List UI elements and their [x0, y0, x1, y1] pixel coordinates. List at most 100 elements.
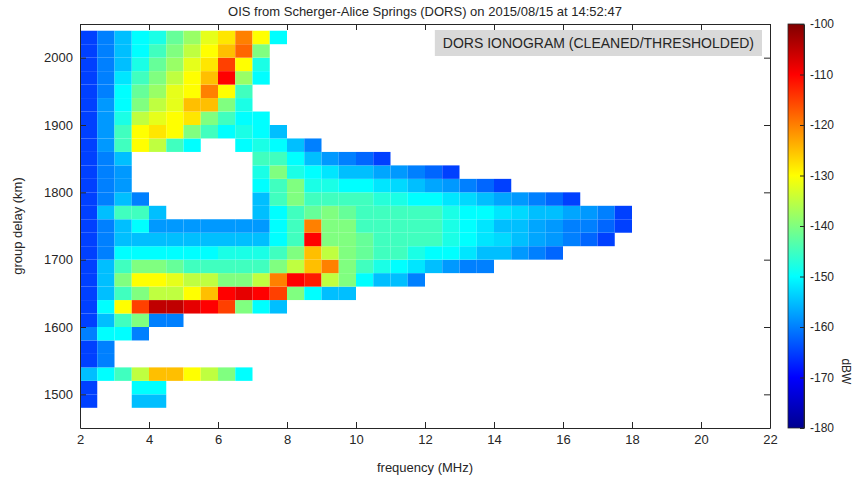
cell — [80, 287, 97, 300]
tick: 4 — [146, 422, 153, 447]
tick: 1700 — [44, 252, 86, 267]
cell — [494, 192, 511, 205]
tick — [764, 260, 770, 261]
cell — [322, 219, 339, 232]
cell — [115, 206, 132, 219]
cell — [132, 246, 149, 259]
cell — [132, 125, 149, 138]
cell — [97, 246, 114, 259]
tick-label: -150 — [810, 270, 834, 284]
tick-label: 1700 — [44, 252, 73, 267]
cell — [408, 260, 425, 273]
tick-label: -120 — [810, 118, 834, 132]
tick: 1500 — [44, 387, 86, 402]
cell — [149, 98, 166, 111]
y-axis-right-line — [770, 25, 771, 429]
annotation: DORS IONOGRAM (CLEANED/THRESHOLDED) — [435, 30, 762, 56]
tick-mark — [800, 176, 804, 177]
cell — [287, 219, 304, 232]
cell — [184, 367, 201, 380]
tick-mark — [800, 428, 804, 429]
cell — [304, 179, 321, 192]
tick-mark — [287, 422, 288, 428]
cell — [201, 287, 218, 300]
cell — [166, 112, 183, 125]
cell — [166, 273, 183, 286]
cell — [408, 206, 425, 219]
tick — [563, 24, 564, 30]
cell — [356, 233, 373, 246]
tick-label: 16 — [556, 432, 570, 447]
cell — [235, 300, 252, 313]
cell — [80, 381, 97, 394]
cell — [132, 138, 149, 151]
cell — [115, 219, 132, 232]
cell — [132, 58, 149, 71]
tick-label: 1600 — [44, 320, 73, 335]
tick: 1900 — [44, 118, 86, 133]
tick-mark — [494, 24, 495, 30]
x-axis: 246810121416182022 — [77, 422, 778, 447]
cell — [80, 394, 97, 407]
cell — [339, 219, 356, 232]
cell — [80, 354, 97, 367]
cell — [132, 31, 149, 44]
cell — [218, 273, 235, 286]
cell — [235, 58, 252, 71]
cell — [166, 219, 183, 232]
cell — [184, 85, 201, 98]
cell — [304, 192, 321, 205]
cell — [166, 125, 183, 138]
cell — [373, 206, 390, 219]
cell — [391, 165, 408, 178]
cell — [184, 260, 201, 273]
tick-mark — [632, 422, 633, 428]
cell — [149, 381, 166, 394]
tick-label: 8 — [284, 432, 291, 447]
cell — [373, 246, 390, 259]
cell — [166, 367, 183, 380]
cell — [132, 300, 149, 313]
tick-mark — [764, 327, 770, 328]
cell — [80, 219, 97, 232]
tick: 20 — [694, 422, 708, 447]
cell — [97, 31, 114, 44]
cell — [270, 206, 287, 219]
tick-label: 12 — [418, 432, 432, 447]
cell — [149, 367, 166, 380]
cell — [218, 287, 235, 300]
cell — [253, 112, 270, 125]
cell — [425, 192, 442, 205]
title: OIS from Scherger-Alice Springs (DORS) o… — [228, 4, 622, 19]
cell — [115, 246, 132, 259]
cell — [253, 260, 270, 273]
cell — [391, 179, 408, 192]
cell — [356, 179, 373, 192]
cell — [97, 273, 114, 286]
tick-label: -140 — [810, 219, 834, 233]
cell — [529, 233, 546, 246]
cell — [115, 58, 132, 71]
cell — [373, 179, 390, 192]
cell — [598, 219, 615, 232]
cell — [149, 314, 166, 327]
cell — [356, 192, 373, 205]
tick-mark — [425, 24, 426, 30]
cell — [149, 138, 166, 151]
tick-mark — [800, 125, 804, 126]
tick-mark — [632, 24, 633, 30]
cell — [494, 206, 511, 219]
cell — [339, 152, 356, 165]
cell — [235, 44, 252, 57]
cell — [115, 112, 132, 125]
tick-mark — [149, 422, 150, 428]
cell — [270, 152, 287, 165]
cell — [356, 246, 373, 259]
cell — [218, 367, 235, 380]
cell — [218, 98, 235, 111]
cell — [235, 246, 252, 259]
cell — [304, 246, 321, 259]
cell — [80, 58, 97, 71]
cell — [149, 44, 166, 57]
cell — [425, 260, 442, 273]
